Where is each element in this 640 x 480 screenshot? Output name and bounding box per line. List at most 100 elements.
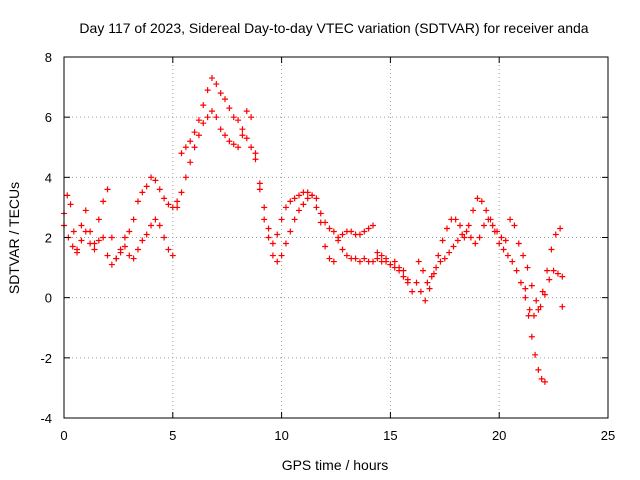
data-point <box>343 252 350 259</box>
x-tick-label: 5 <box>169 428 176 443</box>
data-point <box>330 258 337 265</box>
data-point <box>335 234 342 241</box>
data-point <box>535 306 542 313</box>
data-point <box>524 264 531 271</box>
data-point <box>161 195 168 202</box>
data-point <box>502 237 509 244</box>
data-point <box>522 285 529 292</box>
data-point <box>538 375 545 382</box>
data-point <box>304 189 311 196</box>
data-point <box>69 243 76 250</box>
data-point <box>182 174 189 181</box>
data-point <box>369 258 376 265</box>
data-point <box>472 240 479 247</box>
data-point <box>134 198 141 205</box>
data-point <box>526 306 533 313</box>
data-point <box>148 174 155 181</box>
data-point <box>165 201 172 208</box>
data-point <box>443 225 450 232</box>
data-point <box>348 228 355 235</box>
data-point <box>91 246 98 253</box>
y-tick-label: 6 <box>45 110 52 125</box>
data-point <box>400 273 407 280</box>
data-point <box>544 267 551 274</box>
data-point <box>104 186 111 193</box>
data-point <box>559 303 566 310</box>
data-point <box>87 240 94 247</box>
data-point <box>554 270 561 277</box>
data-point <box>161 234 168 241</box>
data-point <box>82 207 89 214</box>
data-point <box>433 264 440 271</box>
data-point <box>117 249 124 256</box>
data-point <box>252 156 259 163</box>
data-point <box>195 132 202 139</box>
data-point <box>485 216 492 223</box>
data-point <box>226 138 233 145</box>
data-point <box>539 288 546 295</box>
data-point <box>422 297 429 304</box>
data-point <box>243 135 250 142</box>
data-point <box>548 246 555 253</box>
data-point <box>165 246 172 253</box>
data-point <box>522 294 529 301</box>
data-point <box>126 228 133 235</box>
data-point <box>450 243 457 250</box>
data-point <box>104 252 111 259</box>
data-point <box>248 114 255 121</box>
y-tick-labels: -4 -2 0 2 4 6 8 <box>40 50 52 426</box>
y-axis-label: SDTVAR / TECUs <box>6 182 22 294</box>
data-point <box>230 114 237 121</box>
data-point <box>409 288 416 295</box>
data-point <box>156 186 163 193</box>
data-point <box>78 237 85 244</box>
data-point <box>95 237 102 244</box>
data-point <box>435 252 442 259</box>
data-point <box>489 222 496 229</box>
data-point <box>374 249 381 256</box>
data-point <box>261 216 268 223</box>
y-tick-label: 8 <box>45 50 52 65</box>
data-point <box>139 189 146 196</box>
x-tick-label: 0 <box>60 428 67 443</box>
data-point <box>426 285 433 292</box>
data-point <box>317 210 324 217</box>
data-point <box>509 258 516 265</box>
data-point <box>143 231 150 238</box>
data-point <box>134 246 141 253</box>
data-point <box>417 288 424 295</box>
data-point <box>143 183 150 190</box>
data-point <box>476 234 483 241</box>
data-point <box>239 132 246 139</box>
data-point <box>226 105 233 112</box>
x-tick-label: 10 <box>274 428 288 443</box>
data-point <box>537 303 544 310</box>
data-point <box>550 267 557 274</box>
data-point <box>178 189 185 196</box>
data-point <box>457 222 464 229</box>
data-point <box>446 249 453 256</box>
data-point <box>74 249 81 256</box>
data-point <box>204 87 211 94</box>
data-point <box>546 276 553 283</box>
data-point <box>200 102 207 109</box>
data-point <box>424 279 431 286</box>
data-point <box>441 255 448 262</box>
data-point <box>339 246 346 253</box>
data-point <box>148 222 155 229</box>
data-point <box>309 192 316 199</box>
data-point <box>248 144 255 151</box>
series-trace-d <box>415 216 566 310</box>
data-point <box>500 246 507 253</box>
data-point <box>322 219 329 226</box>
data-point <box>113 255 120 262</box>
data-point <box>507 216 514 223</box>
data-point <box>494 228 501 235</box>
data-point <box>174 204 181 211</box>
data-point <box>391 258 398 265</box>
data-point <box>274 258 281 265</box>
data-point <box>282 240 289 247</box>
data-point <box>252 150 259 157</box>
data-point <box>256 186 263 193</box>
